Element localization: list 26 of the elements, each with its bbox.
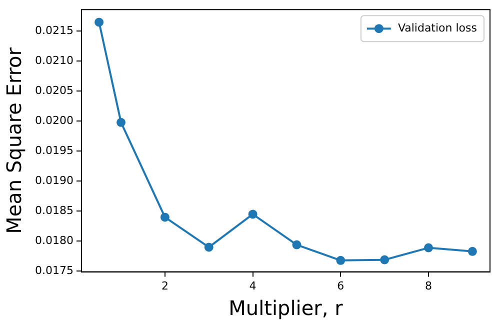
point [336,256,346,265]
point [424,243,434,252]
point [116,118,126,127]
legend-label: Validation loss [398,21,478,34]
x-tick-label: 8 [425,279,432,292]
y-tick-label: 0.0180 [34,234,74,248]
point [94,18,104,27]
point [160,212,170,222]
point [292,240,302,250]
x-tick-label: 6 [337,279,344,292]
y-tick-label: 0.0200 [34,114,74,128]
x-tick-label: 2 [161,279,168,292]
point [204,242,214,252]
point [248,210,258,219]
y-tick-label: 0.0185 [34,204,74,218]
point [468,246,477,256]
y-tick-label: 0.0205 [34,84,74,98]
x-axis-title: Multiplier, r [228,296,344,320]
y-tick-label: 0.0215 [34,24,74,38]
point [380,255,390,264]
x-tick-label: 4 [249,279,256,292]
y-tick-label: 0.0190 [34,174,74,188]
y-axis-title: Mean Square Error [2,46,26,234]
y-tick-label: 0.0195 [34,144,74,158]
y-tick-label: 0.0175 [34,264,74,278]
y-tick-label: 0.0210 [34,54,74,68]
